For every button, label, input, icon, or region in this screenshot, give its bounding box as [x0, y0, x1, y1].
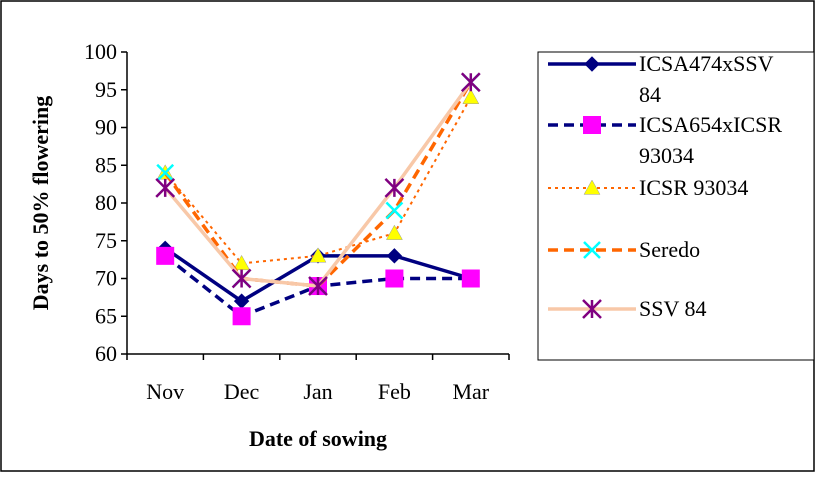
data-point-diamond [584, 56, 600, 72]
y-tick-label: 70 [95, 266, 117, 291]
data-point-x [385, 201, 404, 220]
legend-label: 93034 [639, 143, 694, 168]
x-tick-label: Nov [146, 379, 184, 404]
x-axis-title: Date of sowing [249, 426, 387, 451]
data-point-triangle [309, 247, 327, 263]
legend-entries: ICSA474xSSV 84 ICSA654xICSR 93034 ICSR 93034… [548, 51, 782, 321]
y-axis-title: Days to 50% flowering [28, 96, 53, 310]
data-point-asterisk [231, 268, 252, 289]
series-layer [155, 72, 481, 326]
series-4 [155, 72, 481, 296]
y-axis: 60 65 70 75 80 85 90 95 100 [84, 39, 128, 366]
data-point-diamond [386, 248, 403, 264]
data-point-x [583, 241, 601, 259]
data-point-triangle [385, 224, 403, 240]
y-tick-label: 100 [84, 39, 117, 64]
x-tick-label: Jan [303, 379, 332, 404]
legend-label: SSV 84 [639, 296, 706, 321]
y-tick-label: 95 [95, 77, 117, 102]
legend-label: ICSA474xSSV [639, 51, 774, 76]
data-point-asterisk [384, 178, 405, 198]
data-point-asterisk [460, 72, 481, 93]
data-point-square [385, 269, 404, 288]
data-point-asterisk [308, 276, 328, 296]
data-point-square [461, 269, 480, 288]
data-point-triangle [462, 88, 480, 104]
data-point-square [583, 116, 601, 134]
legend-label: ICSR 93034 [639, 175, 748, 200]
x-tick-label: Mar [452, 379, 489, 404]
legend-label: Seredo [639, 237, 700, 262]
data-point-triangle [583, 179, 601, 195]
y-tick-label: 85 [95, 152, 117, 177]
legend-entry: ICSA654xICSR 93034 [548, 112, 782, 168]
legend-label: 84 [639, 82, 661, 107]
y-tick-label: 65 [95, 303, 117, 328]
y-tick-label: 80 [95, 190, 117, 215]
legend-label: ICSA654xICSR [639, 112, 782, 137]
y-tick-label: 90 [95, 115, 117, 140]
data-point-asterisk [582, 299, 602, 319]
x-tick-label: Feb [378, 379, 411, 404]
y-tick-label: 60 [95, 341, 117, 366]
y-tick-label: 75 [95, 228, 117, 253]
series-line [163, 81, 473, 288]
data-point-square [232, 307, 251, 326]
data-point-asterisk [155, 178, 176, 198]
legend-entry: Seredo [548, 237, 700, 262]
plot-area [127, 52, 509, 354]
legend-entry: ICSA474xSSV 84 [548, 51, 774, 107]
legend-entry: SSV 84 [548, 296, 706, 321]
data-point-x [156, 163, 175, 182]
series-line [164, 96, 472, 265]
x-axis: Nov Dec Jan Feb Mar [126, 353, 510, 404]
legend-entry: ICSR 93034 [548, 175, 748, 200]
x-tick-label: Dec [224, 379, 260, 404]
data-point-square [156, 246, 175, 265]
